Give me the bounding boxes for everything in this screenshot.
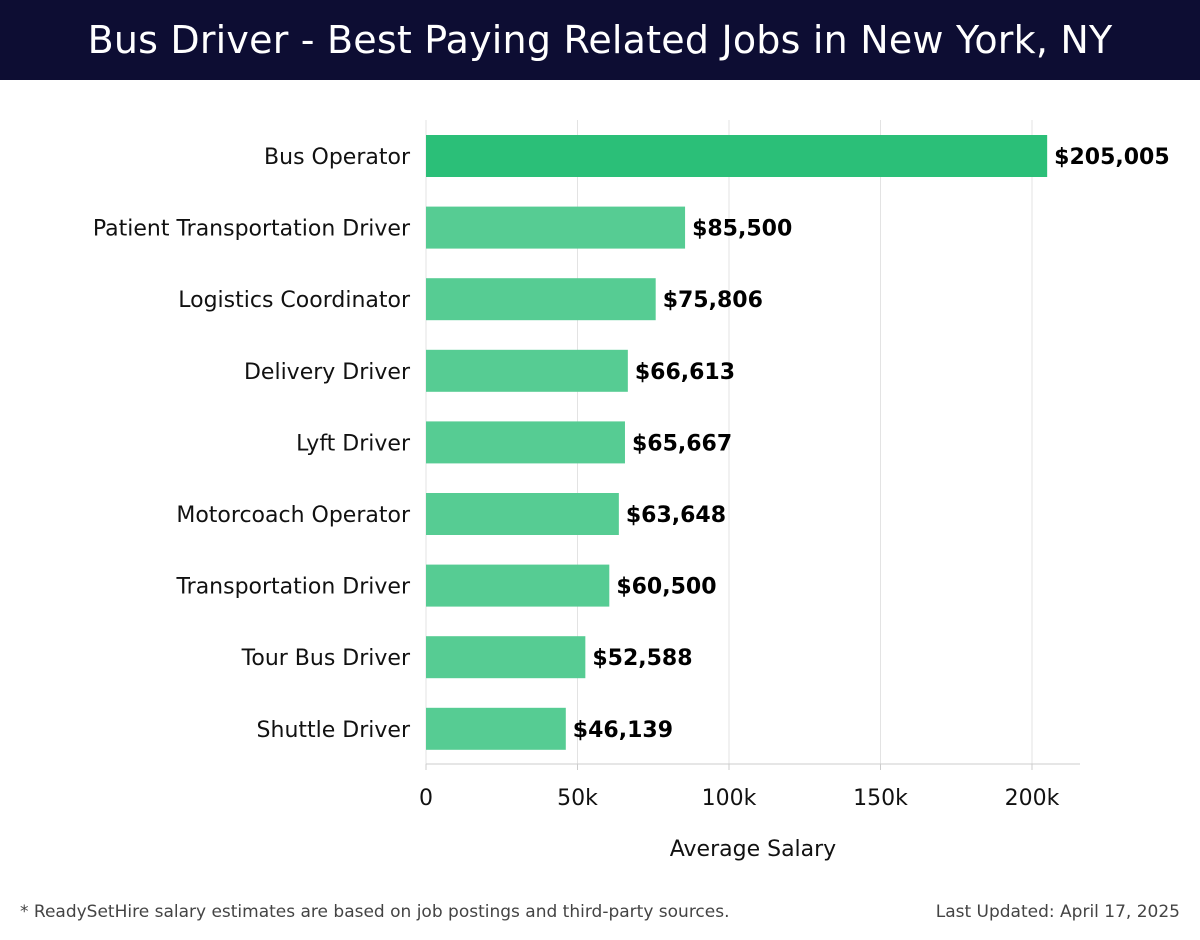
value-label: $205,005 <box>1054 145 1170 170</box>
category-label: Logistics Coordinator <box>178 288 411 313</box>
salary-bar-chart: 0 50k 100k 150k 200k Average Salary Bus Operat… <box>93 120 1170 862</box>
last-updated-date: April 17, 2025 <box>1060 902 1180 922</box>
chart-header: Bus Driver - Best Paying Related Jobs in… <box>0 0 1200 80</box>
category-label: Motorcoach Operator <box>176 503 411 528</box>
value-label: $63,648 <box>626 503 726 528</box>
bar <box>426 636 586 679</box>
x-tick-label: 100k <box>702 786 757 811</box>
x-axis-title: Average Salary <box>670 837 836 862</box>
bar <box>426 564 610 607</box>
x-tick-label: 0 <box>419 786 433 811</box>
value-label: $66,613 <box>635 360 735 385</box>
chart-title: Bus Driver - Best Paying Related Jobs in… <box>87 18 1113 62</box>
bar <box>426 707 566 750</box>
value-label: $75,806 <box>663 288 763 313</box>
value-label: $85,500 <box>692 217 792 242</box>
value-label: $65,667 <box>632 431 732 456</box>
category-label: Tour Bus Driver <box>241 646 411 671</box>
footer-note: * ReadySetHire salary estimates are base… <box>20 902 730 922</box>
category-label: Bus Operator <box>264 145 411 170</box>
category-label: Transportation Driver <box>175 575 411 600</box>
value-label: $52,588 <box>592 646 692 671</box>
bar <box>426 206 686 249</box>
bar <box>426 421 625 464</box>
x-tick-label: 50k <box>557 786 598 811</box>
last-updated-label: Last Updated: <box>935 902 1055 922</box>
value-label: $60,500 <box>616 575 716 600</box>
bar <box>426 349 628 392</box>
category-label: Patient Transportation Driver <box>93 217 411 242</box>
footer-last-updated: Last Updated: April 17, 2025 <box>936 902 1180 922</box>
x-tick-label: 150k <box>853 786 908 811</box>
category-label: Lyft Driver <box>296 431 411 456</box>
category-label: Delivery Driver <box>244 360 411 385</box>
category-label: Shuttle Driver <box>257 718 411 743</box>
x-tick-label: 200k <box>1005 786 1060 811</box>
bar <box>426 278 656 321</box>
value-label: $46,139 <box>573 718 673 743</box>
bar <box>426 493 619 535</box>
bar <box>426 135 1048 177</box>
